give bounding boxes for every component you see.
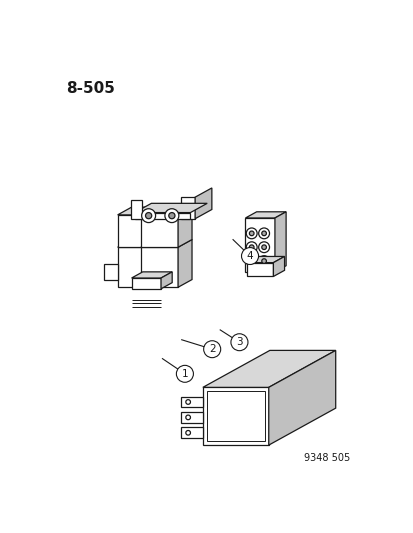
Polygon shape: [268, 350, 335, 445]
Polygon shape: [134, 213, 190, 219]
Circle shape: [261, 231, 266, 236]
Circle shape: [246, 256, 256, 266]
Polygon shape: [117, 207, 169, 215]
Polygon shape: [154, 207, 169, 247]
Circle shape: [241, 247, 258, 264]
Circle shape: [246, 242, 256, 253]
Circle shape: [249, 259, 254, 263]
Circle shape: [169, 213, 175, 219]
Polygon shape: [178, 239, 192, 287]
Polygon shape: [154, 239, 169, 287]
Polygon shape: [140, 239, 192, 247]
Polygon shape: [117, 247, 154, 287]
Polygon shape: [274, 212, 285, 272]
Polygon shape: [117, 239, 169, 247]
Text: 8-505: 8-505: [66, 81, 114, 96]
Polygon shape: [134, 203, 207, 213]
Polygon shape: [140, 247, 178, 287]
Circle shape: [141, 209, 155, 223]
Polygon shape: [195, 188, 211, 219]
Polygon shape: [131, 278, 161, 289]
Polygon shape: [117, 215, 154, 247]
Circle shape: [258, 228, 269, 239]
Polygon shape: [202, 387, 268, 445]
Circle shape: [203, 341, 220, 358]
Polygon shape: [181, 427, 202, 438]
Polygon shape: [140, 207, 192, 215]
Circle shape: [261, 245, 266, 249]
Text: 3: 3: [235, 337, 242, 347]
Polygon shape: [181, 412, 202, 423]
Circle shape: [261, 259, 266, 263]
Polygon shape: [273, 256, 284, 277]
Polygon shape: [161, 272, 172, 289]
Text: 1: 1: [181, 369, 188, 379]
Circle shape: [249, 245, 254, 249]
Circle shape: [249, 231, 254, 236]
Text: 4: 4: [246, 251, 253, 261]
Circle shape: [258, 256, 269, 266]
Polygon shape: [131, 272, 172, 278]
Polygon shape: [247, 263, 273, 277]
Polygon shape: [245, 218, 274, 272]
Circle shape: [145, 213, 151, 219]
Text: 9348 505: 9348 505: [303, 453, 349, 463]
Polygon shape: [181, 397, 202, 407]
Polygon shape: [245, 212, 285, 218]
Text: 2: 2: [208, 344, 215, 354]
Circle shape: [246, 228, 256, 239]
Circle shape: [176, 365, 193, 382]
Polygon shape: [247, 256, 284, 263]
Circle shape: [185, 431, 190, 435]
Circle shape: [230, 334, 247, 351]
Polygon shape: [178, 207, 192, 247]
Polygon shape: [140, 215, 178, 247]
Circle shape: [164, 209, 178, 223]
Polygon shape: [202, 350, 335, 387]
Polygon shape: [131, 200, 141, 219]
Circle shape: [185, 400, 190, 405]
Circle shape: [258, 242, 269, 253]
Polygon shape: [103, 264, 117, 280]
Circle shape: [185, 415, 190, 419]
Polygon shape: [181, 197, 195, 219]
